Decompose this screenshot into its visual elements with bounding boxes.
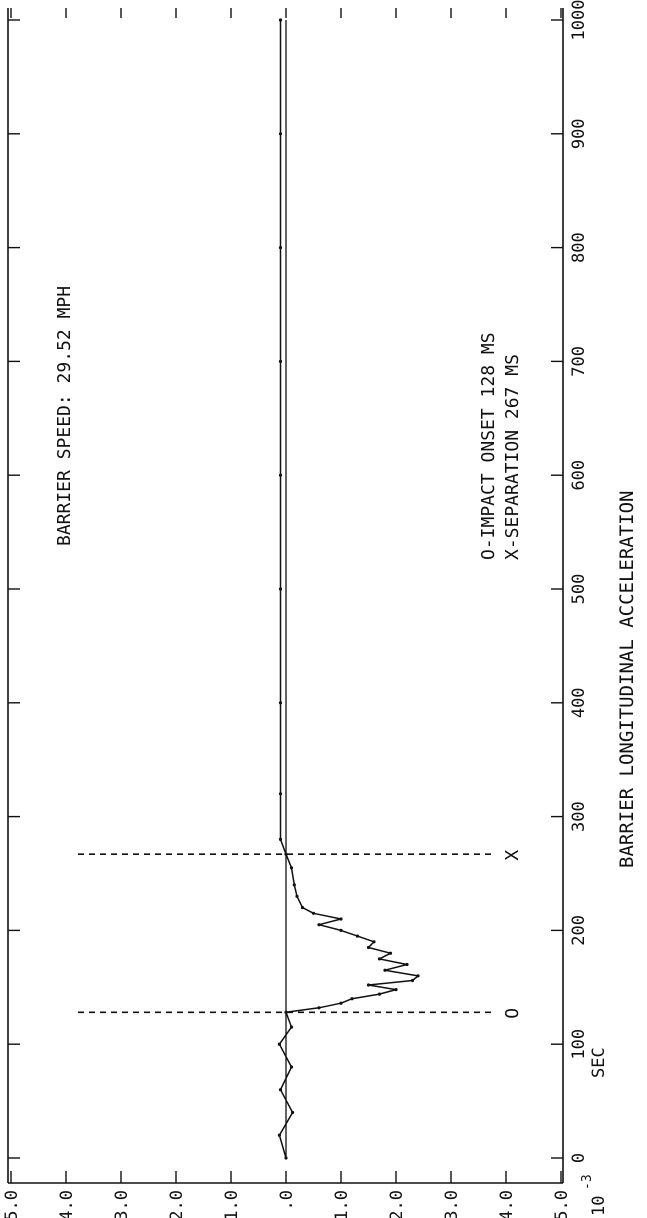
series-point bbox=[317, 1006, 321, 1010]
chart-title: BARRIER LONGITUDINAL ACCELERATION bbox=[616, 491, 638, 869]
ticks bbox=[8, 8, 563, 1183]
series-point bbox=[383, 968, 387, 972]
x-tick-label: 900 bbox=[569, 118, 589, 149]
series-point bbox=[284, 1156, 288, 1160]
marker-label-O: O bbox=[502, 1008, 523, 1019]
y-tick-label: -3.0 bbox=[442, 1190, 462, 1218]
series-point bbox=[339, 1001, 343, 1005]
series-point bbox=[284, 852, 288, 856]
series-point bbox=[278, 473, 283, 477]
series-point bbox=[377, 957, 382, 961]
x-tick-label: 600 bbox=[569, 460, 589, 491]
x-unit-label: SEC bbox=[589, 1047, 609, 1078]
speed-annotation: BARRIER SPEED: 29.52 MPH bbox=[54, 286, 75, 546]
marker-lines: OX bbox=[78, 850, 523, 1019]
series-point bbox=[289, 866, 294, 870]
marker-label-X: X bbox=[502, 850, 523, 861]
x-tick-label: 400 bbox=[569, 687, 589, 718]
series-point bbox=[377, 992, 382, 996]
x-unit-exponent: -3 bbox=[580, 1174, 595, 1190]
series-point bbox=[394, 988, 398, 992]
series-point bbox=[416, 974, 420, 978]
y-tick-label: -4.0 bbox=[497, 1190, 517, 1218]
series-point bbox=[278, 701, 283, 705]
y-tick-label: .0 bbox=[277, 1190, 297, 1210]
x-tick-label: 0 bbox=[569, 1153, 589, 1163]
series-point bbox=[311, 911, 316, 915]
x-tick-label: 500 bbox=[569, 574, 589, 605]
x-tick-label: 700 bbox=[569, 346, 589, 377]
tick-labels: 0 100 200 300 400 500 600 700 800 900 1000 5.0 4.0 3.… bbox=[2, 0, 589, 1218]
series-point bbox=[339, 917, 343, 921]
series-point bbox=[277, 1133, 281, 1137]
x-tick-label: 100 bbox=[569, 1029, 589, 1060]
series-point bbox=[405, 962, 409, 967]
series-group bbox=[277, 18, 420, 1160]
series-point bbox=[291, 1110, 295, 1115]
y-tick-label: 3.0 bbox=[112, 1190, 132, 1218]
series-point bbox=[300, 906, 305, 910]
y-tick-label: -1.0 bbox=[332, 1190, 352, 1218]
series-point bbox=[317, 923, 321, 927]
series-point bbox=[289, 1025, 294, 1029]
y-tick-label: 2.0 bbox=[167, 1190, 187, 1218]
series-point bbox=[284, 1010, 288, 1014]
y-tick-label: 5.0 bbox=[2, 1190, 22, 1218]
series-point bbox=[410, 978, 415, 983]
y-tick-label: -5.0 bbox=[552, 1190, 572, 1218]
series-line-0 bbox=[278, 20, 419, 1159]
series-point bbox=[278, 18, 283, 22]
y-tick-label: 4.0 bbox=[57, 1190, 77, 1218]
series-point bbox=[278, 132, 283, 136]
series-point bbox=[366, 945, 371, 950]
legend-separation: X-SEPARATION 267 MS bbox=[502, 354, 523, 560]
x-tick-label: 300 bbox=[569, 801, 589, 832]
series-point bbox=[277, 1042, 281, 1046]
x-tick-label: 200 bbox=[569, 915, 589, 946]
series-point bbox=[372, 940, 376, 944]
series-point bbox=[295, 894, 299, 898]
series-point bbox=[278, 837, 283, 842]
series-point bbox=[350, 997, 354, 1001]
series-point bbox=[366, 983, 371, 987]
series-point bbox=[339, 928, 343, 933]
series-point bbox=[278, 587, 283, 591]
series-point bbox=[278, 246, 283, 250]
x-tick-label: 1000 bbox=[569, 0, 589, 40]
series-point bbox=[278, 1088, 283, 1092]
legend-impact-onset: O-IMPACT ONSET 128 MS bbox=[478, 332, 499, 560]
series-point bbox=[355, 934, 360, 938]
series-point bbox=[292, 883, 296, 887]
series-point bbox=[278, 792, 283, 796]
x-tick-label: 800 bbox=[569, 232, 589, 263]
series-point bbox=[388, 951, 393, 955]
y-tick-label: -2.0 bbox=[387, 1190, 407, 1218]
series-point bbox=[289, 1065, 294, 1069]
x-unit-power: 10 bbox=[589, 1196, 609, 1216]
y-tick-label: 1.0 bbox=[222, 1190, 242, 1218]
series-point bbox=[278, 359, 283, 363]
